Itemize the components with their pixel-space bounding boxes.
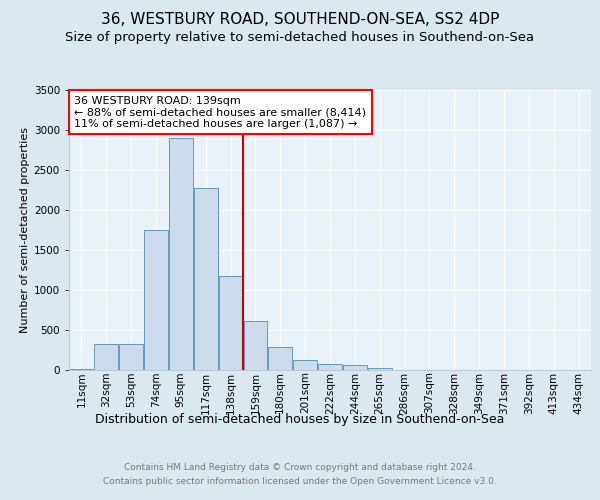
Bar [94,344,118,370]
Bar [219,276,242,370]
Bar [194,188,218,370]
Bar [368,368,392,370]
Text: Distribution of semi-detached houses by size in Southend-on-Sea: Distribution of semi-detached houses by … [95,412,505,426]
Y-axis label: Number of semi-detached properties: Number of semi-detached properties [20,127,29,333]
Text: Contains HM Land Registry data © Crown copyright and database right 2024.: Contains HM Land Registry data © Crown c… [124,462,476,471]
Text: 36 WESTBURY ROAD: 139sqm
← 88% of semi-detached houses are smaller (8,414)
11% o: 36 WESTBURY ROAD: 139sqm ← 88% of semi-d… [74,96,366,129]
Bar [268,347,292,370]
Bar [70,369,93,370]
Bar [144,230,168,370]
Text: 36, WESTBURY ROAD, SOUTHEND-ON-SEA, SS2 4DP: 36, WESTBURY ROAD, SOUTHEND-ON-SEA, SS2 … [101,12,499,28]
Bar [318,364,342,370]
Text: Contains public sector information licensed under the Open Government Licence v3: Contains public sector information licen… [103,478,497,486]
Bar [244,321,267,370]
Text: Size of property relative to semi-detached houses in Southend-on-Sea: Size of property relative to semi-detach… [65,31,535,44]
Bar [119,344,143,370]
Bar [343,365,367,370]
Bar [293,360,317,370]
Bar [169,138,193,370]
